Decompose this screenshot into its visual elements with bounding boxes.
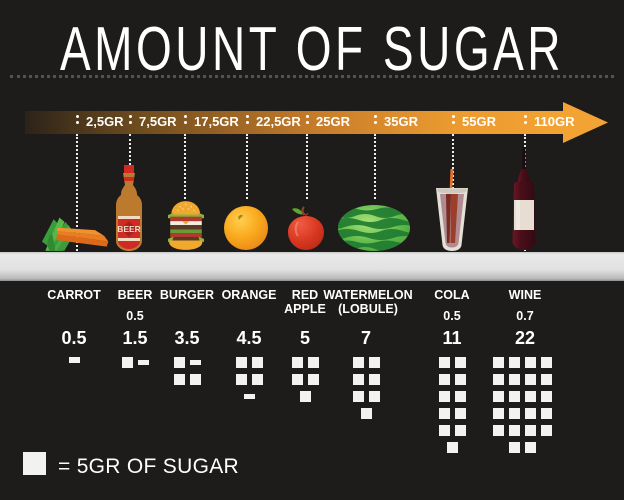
svg-text:BEER: BEER: [117, 224, 141, 234]
